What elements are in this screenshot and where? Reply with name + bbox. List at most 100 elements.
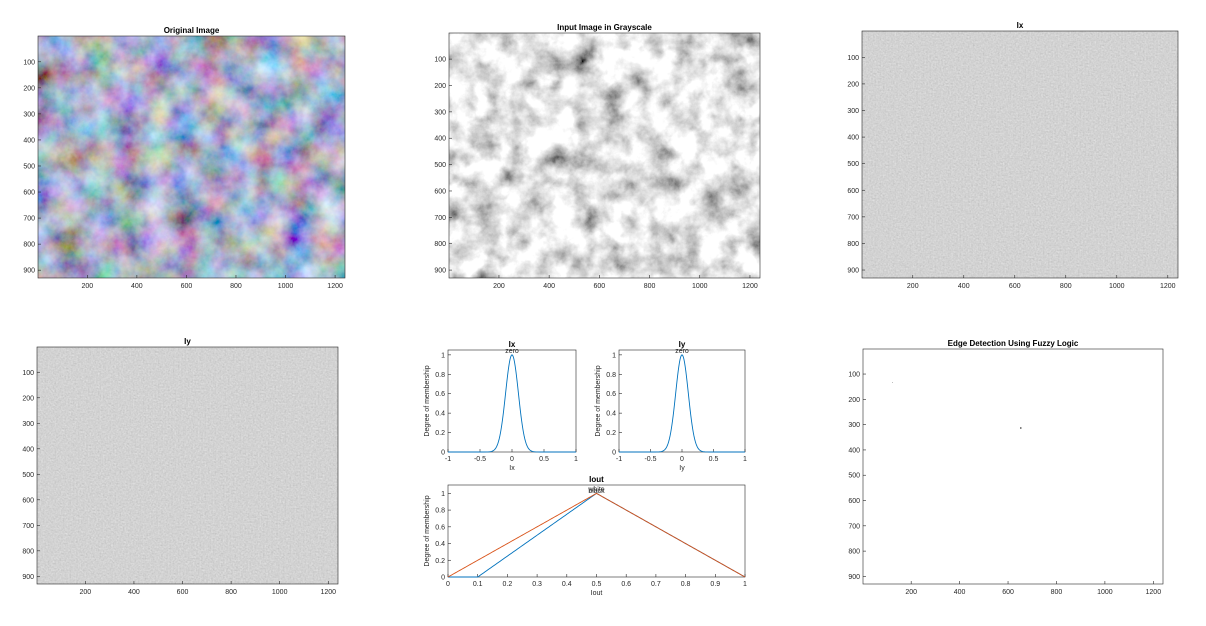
mf-iy: Iy -1 -0.5 0 0.5 1 0 0.2 0.4 0.6 0.8 1 Iy Degree of m… (595, 340, 747, 472)
y-tick-label: 700 (22, 523, 34, 530)
y-tick-label: 800 (434, 241, 446, 248)
image-gray (449, 33, 760, 278)
x-tick-label: 0 (680, 456, 684, 463)
image-iy (37, 347, 338, 584)
x-tick-label: 0 (510, 456, 514, 463)
x-tick-label: 400 (131, 283, 143, 290)
y-tick-label: 0 (612, 450, 616, 457)
x-tick-label: 600 (181, 283, 193, 290)
y-tick-label: 300 (847, 108, 859, 115)
y-tick-label: 600 (848, 498, 860, 505)
mf-ix: Ix -1 -0.5 0 0.5 1 0 0.2 0.4 0.6 0.8 1 Ix Degree of m… (424, 340, 578, 472)
y-tick-label: 0.4 (606, 411, 616, 418)
x-tick-label: 400 (954, 589, 966, 596)
x-tick-label: 400 (128, 589, 140, 596)
y-axis-label: Degree of membership (595, 365, 602, 436)
x-tick-label: 1200 (1160, 283, 1176, 290)
x-axis-label: Iout (591, 590, 603, 597)
y-tick-label: 500 (23, 163, 35, 170)
x-tick-label: 600 (1002, 589, 1014, 596)
image-orig (38, 36, 345, 278)
x-tick-label: 1 (743, 456, 747, 463)
panel-title: Iy (184, 337, 191, 346)
panel-title: Ix (1017, 21, 1024, 30)
x-tick-label: 0.4 (562, 581, 572, 588)
y-tick-label: 1 (441, 491, 445, 498)
y-tick-label: 800 (847, 241, 859, 248)
chart-title: Iout (589, 475, 604, 484)
membership-function-plots: Ix -1 -0.5 0 0.5 1 0 0.2 0.4 0.6 0.8 1 Ix Degree of m… (424, 340, 747, 597)
y-tick-label: 400 (848, 447, 860, 454)
y-tick-label: 100 (22, 370, 34, 377)
x-tick-label: 0.6 (621, 581, 631, 588)
series-label-white: white (587, 486, 604, 493)
x-tick-label: 800 (1051, 589, 1063, 596)
x-tick-label: 0.5 (539, 456, 549, 463)
chart-title: Iy (679, 340, 686, 349)
x-axis-label: Ix (509, 465, 515, 472)
y-tick-label: 200 (847, 81, 859, 88)
y-tick-label: 800 (848, 549, 860, 556)
series-line-black (447, 492, 746, 578)
axes-frame (861, 30, 1179, 279)
axes-frame (448, 32, 761, 279)
y-tick-label: 700 (434, 215, 446, 222)
y-tick-label: 400 (434, 136, 446, 143)
x-tick-label: 200 (80, 589, 92, 596)
x-tick-label: 1000 (1109, 283, 1125, 290)
x-tick-label: 0.5 (592, 581, 602, 588)
x-tick-label: 0.9 (710, 581, 720, 588)
x-tick-label: 200 (493, 283, 505, 290)
x-tick-label: 1200 (320, 589, 336, 596)
chart-title: Ix (509, 340, 516, 349)
x-tick-label: 0.5 (709, 456, 719, 463)
panel-gray: Input Image in Grayscale 200 400 600 800 1000… (434, 23, 761, 290)
x-tick-label: 200 (907, 283, 919, 290)
x-tick-label: 1000 (278, 283, 294, 290)
y-tick-label: 400 (22, 446, 34, 453)
image-ix (862, 31, 1178, 278)
y-tick-label: 0.8 (435, 372, 445, 379)
y-tick-label: 200 (22, 395, 34, 402)
y-tick-label: 200 (848, 397, 860, 404)
panel-edge: Edge Detection Using Fuzzy Logic 200 400 60… (848, 339, 1164, 596)
y-tick-label: 0.2 (606, 430, 616, 437)
y-tick-label: 400 (847, 135, 859, 142)
axes-frame (37, 35, 346, 279)
x-tick-label: 1200 (742, 283, 758, 290)
y-tick-label: 1 (612, 352, 616, 359)
axes-frame (447, 349, 577, 453)
mf-iout: Iout 0 0.1 0.2 0.3 0.4 0.5 0.6 0.7 0.8 0.9 1 0 0.2 0.4… (424, 475, 747, 597)
y-tick-label: 300 (848, 422, 860, 429)
y-tick-label: 500 (434, 162, 446, 169)
y-tick-label: 100 (848, 372, 860, 379)
y-tick-label: 0 (441, 450, 445, 457)
y-tick-label: 500 (848, 473, 860, 480)
x-tick-label: -1 (616, 456, 622, 463)
y-tick-label: 200 (23, 85, 35, 92)
y-tick-label: 1 (441, 352, 445, 359)
y-tick-label: 900 (848, 574, 860, 581)
series-label-zero: zero (675, 348, 689, 355)
panel-ix: Ix 200 400 600 800 1000 1200 100 200 300 400 500 600… (847, 21, 1179, 290)
panel-iy: Iy 200 400 600 800 1000 1200 100 200 300 400 500 600… (22, 337, 339, 596)
y-tick-label: 0 (441, 575, 445, 582)
x-tick-label: 0.8 (681, 581, 691, 588)
y-tick-label: 0.6 (435, 524, 445, 531)
y-tick-label: 700 (23, 216, 35, 223)
series-line-zero (619, 354, 745, 453)
y-tick-label: 900 (847, 268, 859, 275)
x-tick-label: 0.3 (532, 581, 542, 588)
x-tick-label: 1200 (327, 283, 343, 290)
x-tick-label: 1000 (692, 283, 708, 290)
x-tick-label: 0.7 (651, 581, 661, 588)
x-tick-label: 800 (230, 283, 242, 290)
x-tick-label: 800 (644, 283, 656, 290)
y-tick-label: 0.4 (435, 541, 445, 548)
x-tick-label: -1 (445, 456, 451, 463)
y-tick-label: 400 (23, 137, 35, 144)
x-tick-label: 800 (225, 589, 237, 596)
x-tick-label: 600 (1009, 283, 1021, 290)
y-tick-label: 100 (847, 55, 859, 62)
